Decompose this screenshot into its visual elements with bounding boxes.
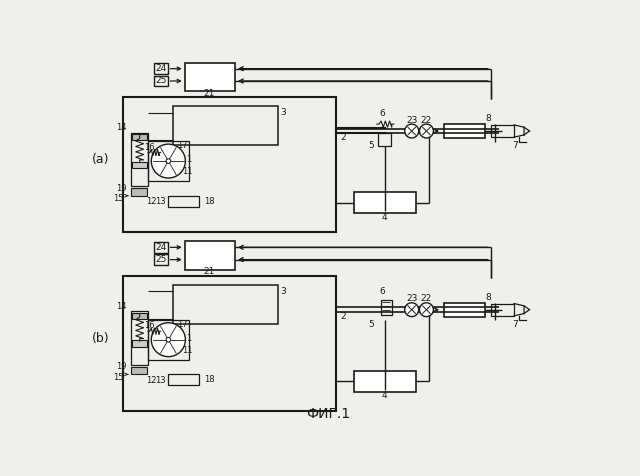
Text: (a): (a) (92, 153, 109, 166)
Text: 18: 18 (204, 375, 214, 384)
Text: 6: 6 (380, 288, 385, 297)
Text: 11: 11 (182, 346, 192, 355)
Bar (491, 304, 514, 316)
Bar (131, 188, 147, 196)
Text: 8: 8 (486, 114, 492, 123)
Bar (173, 285, 278, 324)
Text: 7: 7 (513, 141, 518, 150)
Circle shape (419, 303, 433, 317)
Bar (132, 162, 147, 168)
Text: 24: 24 (155, 64, 166, 73)
Circle shape (166, 337, 171, 342)
Text: 12: 12 (146, 198, 157, 207)
Text: 7: 7 (513, 320, 518, 329)
Circle shape (404, 303, 419, 317)
Bar (154, 254, 168, 265)
Text: 13: 13 (156, 376, 166, 385)
Bar (353, 192, 415, 213)
Bar (123, 276, 336, 410)
Text: 3: 3 (281, 287, 287, 296)
Text: 24: 24 (155, 243, 166, 252)
Bar (148, 141, 189, 181)
Text: (b): (b) (92, 332, 109, 345)
Text: 22: 22 (421, 116, 432, 125)
Text: 5: 5 (369, 141, 374, 150)
Text: 18: 18 (204, 197, 214, 206)
Text: 23: 23 (406, 116, 417, 125)
Text: 8: 8 (486, 293, 492, 302)
Bar (123, 97, 336, 232)
Bar (131, 133, 148, 187)
Bar (184, 62, 235, 91)
Bar (132, 340, 147, 347)
Bar (378, 133, 391, 146)
Bar (173, 107, 278, 145)
Text: 19: 19 (116, 362, 127, 371)
Text: 4: 4 (382, 213, 387, 222)
Text: 1: 1 (186, 334, 191, 343)
Text: 3: 3 (281, 108, 287, 117)
Bar (444, 124, 484, 138)
Circle shape (151, 323, 186, 357)
Text: 6: 6 (380, 109, 385, 118)
Text: 16: 16 (145, 143, 155, 152)
Text: 5: 5 (369, 320, 374, 329)
Bar (154, 242, 168, 253)
Text: 2: 2 (340, 312, 346, 321)
Bar (154, 63, 168, 74)
Text: 21: 21 (204, 268, 215, 277)
Text: 19: 19 (116, 184, 127, 192)
Bar (131, 311, 148, 365)
Text: 14: 14 (116, 123, 127, 132)
Text: ФИГ.1: ФИГ.1 (306, 407, 350, 421)
Bar (154, 76, 168, 86)
Text: 17: 17 (177, 141, 188, 150)
Bar (148, 320, 189, 360)
Circle shape (166, 159, 171, 163)
Bar (444, 303, 484, 317)
Bar (491, 125, 514, 137)
Text: 11: 11 (182, 168, 192, 176)
Text: 15: 15 (113, 194, 124, 203)
Circle shape (419, 124, 433, 138)
Text: 1: 1 (186, 155, 191, 164)
Bar (168, 196, 199, 207)
Circle shape (151, 144, 186, 178)
Bar (353, 370, 415, 392)
Text: 21: 21 (204, 89, 215, 98)
Text: 13: 13 (156, 198, 166, 207)
Text: 15: 15 (113, 373, 124, 382)
Bar (381, 300, 392, 315)
Circle shape (404, 124, 419, 138)
Text: 22: 22 (421, 294, 432, 303)
Text: 17: 17 (177, 320, 188, 329)
Bar (132, 313, 147, 319)
Text: 25: 25 (155, 77, 166, 86)
Bar (184, 241, 235, 269)
Text: 14: 14 (116, 302, 127, 311)
Bar (131, 367, 147, 374)
Text: 12: 12 (146, 376, 157, 385)
Bar (168, 374, 199, 385)
Bar (132, 134, 147, 140)
Text: 23: 23 (406, 294, 417, 303)
Text: 4: 4 (382, 391, 387, 400)
Text: 2: 2 (340, 133, 346, 142)
Text: 16: 16 (145, 321, 155, 330)
Text: 25: 25 (155, 255, 166, 264)
